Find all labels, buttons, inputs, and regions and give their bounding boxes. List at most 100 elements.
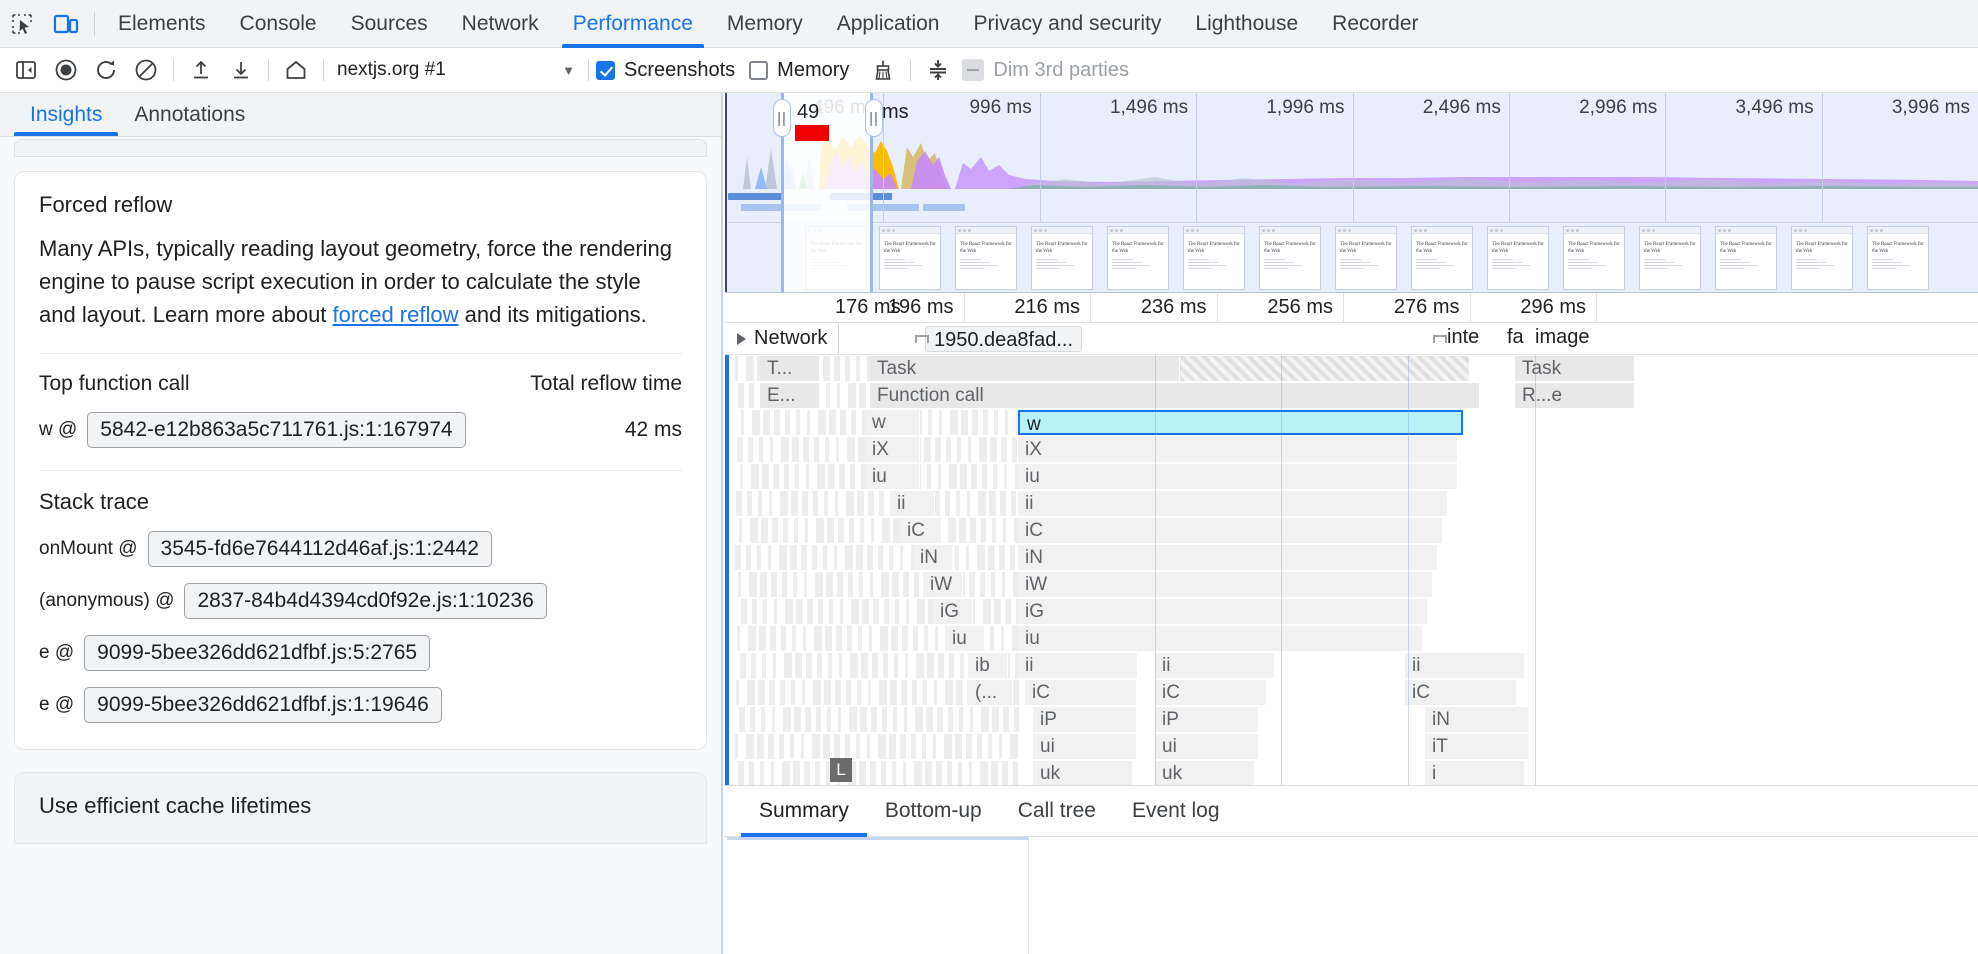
network-track-toggle[interactable]: Network bbox=[725, 327, 827, 350]
filmstrip-thumbnail[interactable]: The React Framework for the Web bbox=[955, 226, 1017, 290]
forced-reflow-link[interactable]: forced reflow bbox=[332, 302, 459, 327]
flame-box[interactable]: iP bbox=[1155, 707, 1259, 732]
flame-box[interactable]: iC bbox=[900, 518, 942, 543]
home-icon[interactable] bbox=[276, 50, 316, 90]
flame-box[interactable]: iN bbox=[1425, 707, 1529, 732]
tab-annotations[interactable]: Annotations bbox=[118, 93, 261, 136]
trace-select[interactable]: nextjs.org #1 ▼ bbox=[331, 55, 581, 85]
toggle-sidebar-icon[interactable] bbox=[6, 50, 46, 90]
flame-box[interactable]: Task bbox=[1515, 356, 1635, 381]
details-tab-call-tree[interactable]: Call tree bbox=[1000, 786, 1114, 837]
network-request-chip[interactable]: 1950.dea8fad... bbox=[925, 326, 1083, 352]
main-tab-console[interactable]: Console bbox=[223, 0, 334, 48]
filmstrip-thumbnail[interactable]: The React Framework for the Web bbox=[1107, 226, 1169, 290]
flame-box[interactable]: iC bbox=[1155, 680, 1267, 705]
network-request-right-1[interactable]: inte bbox=[1447, 326, 1480, 348]
flame-box[interactable]: w bbox=[865, 410, 920, 435]
save-profile-icon[interactable] bbox=[221, 50, 261, 90]
overview-selection-window[interactable] bbox=[781, 93, 873, 223]
load-profile-icon[interactable] bbox=[181, 50, 221, 90]
flame-box[interactable]: iX bbox=[865, 437, 920, 462]
main-tab-performance[interactable]: Performance bbox=[556, 0, 710, 48]
details-tab-event-log[interactable]: Event log bbox=[1114, 786, 1238, 837]
details-tab-summary[interactable]: Summary bbox=[741, 786, 867, 837]
record-icon[interactable] bbox=[46, 50, 86, 90]
network-request-right-2[interactable]: fa bbox=[1507, 326, 1524, 348]
flame-box[interactable]: w bbox=[1018, 410, 1463, 435]
clear-icon[interactable] bbox=[126, 50, 166, 90]
filmstrip-thumbnail[interactable]: The React Framework for the Web bbox=[1335, 226, 1397, 290]
main-tab-recorder[interactable]: Recorder bbox=[1315, 0, 1435, 48]
details-tab-bottom-up[interactable]: Bottom-up bbox=[867, 786, 1000, 837]
flame-box[interactable]: Task bbox=[870, 356, 1180, 381]
flame-box[interactable]: iN bbox=[1018, 545, 1438, 570]
dim-3rd-parties-toggle[interactable]: Dim 3rd parties bbox=[962, 59, 1129, 82]
top-function-call-location[interactable]: 5842-e12b863a5c711761.js:1:167974 bbox=[87, 412, 466, 448]
stack-frame-location[interactable]: 9099-5bee326dd621dfbf.js:5:2765 bbox=[84, 635, 431, 671]
filmstrip-thumbnail[interactable]: The React Framework for the Web bbox=[1715, 226, 1777, 290]
flame-box[interactable]: ui bbox=[1033, 734, 1137, 759]
lcp-marker[interactable]: L bbox=[830, 758, 852, 782]
flame-box[interactable]: ii bbox=[1018, 491, 1448, 516]
flame-box[interactable]: iT bbox=[1425, 734, 1529, 759]
flame-box[interactable]: iW bbox=[1018, 572, 1433, 597]
flame-box[interactable]: iG bbox=[1018, 599, 1428, 624]
stack-frame-location[interactable]: 3545-fd6e7644112d46af.js:1:2442 bbox=[147, 531, 492, 567]
device-toolbar-icon[interactable] bbox=[44, 2, 88, 46]
memory-checkbox[interactable]: Memory bbox=[749, 59, 849, 82]
flame-box[interactable]: E... bbox=[760, 383, 820, 408]
filmstrip-thumbnail[interactable]: The React Framework for the Web bbox=[1487, 226, 1549, 290]
main-tab-lighthouse[interactable]: Lighthouse bbox=[1178, 0, 1315, 48]
filmstrip-thumbnail[interactable]: The React Framework for the Web bbox=[1411, 226, 1473, 290]
flame-box[interactable]: iX bbox=[1018, 437, 1458, 462]
flame-box[interactable]: ii bbox=[1018, 653, 1138, 678]
filmstrip-thumbnail[interactable]: The React Framework for the Web bbox=[879, 226, 941, 290]
main-tab-application[interactable]: Application bbox=[820, 0, 957, 48]
filmstrip-thumbnail[interactable]: The React Framework for the Web bbox=[1791, 226, 1853, 290]
flame-box[interactable]: iW bbox=[923, 572, 963, 597]
timeline-overview[interactable]: 496 ms996 ms1,496 ms1,996 ms2,496 ms2,99… bbox=[725, 93, 1978, 223]
flame-box[interactable]: ib bbox=[968, 653, 1008, 678]
flame-box[interactable]: iC bbox=[1018, 518, 1443, 543]
filmstrip-thumbnail[interactable]: The React Framework for the Web bbox=[1867, 226, 1929, 290]
flame-box[interactable]: (... bbox=[968, 680, 1013, 705]
filmstrip-thumbnail[interactable]: The React Framework for the Web bbox=[1259, 226, 1321, 290]
broom-icon[interactable] bbox=[863, 50, 903, 90]
main-tab-privacy-and-security[interactable]: Privacy and security bbox=[956, 0, 1178, 48]
flame-box[interactable]: i bbox=[1425, 761, 1525, 785]
network-request-right-3[interactable]: image bbox=[1535, 326, 1590, 348]
flame-box[interactable]: iu bbox=[1018, 464, 1458, 489]
overview-window-left-handle[interactable]: || bbox=[773, 99, 791, 137]
flame-box[interactable]: iP bbox=[1033, 707, 1137, 732]
main-tab-memory[interactable]: Memory bbox=[710, 0, 820, 48]
flame-box[interactable]: uk bbox=[1155, 761, 1255, 785]
overview-window-right-handle[interactable]: || bbox=[865, 99, 883, 137]
flame-box[interactable]: R...e bbox=[1515, 383, 1635, 408]
screenshots-checkbox[interactable]: Screenshots bbox=[596, 59, 735, 82]
filmstrip-thumbnail[interactable]: The React Framework for the Web bbox=[1639, 226, 1701, 290]
flame-box[interactable]: Function call bbox=[870, 383, 1480, 408]
network-track[interactable]: Network 1950.dea8fad... inte fa image bbox=[725, 323, 1978, 355]
filmstrip-thumbnail[interactable]: The React Framework for the Web bbox=[1563, 226, 1625, 290]
flame-box[interactable]: ii bbox=[1155, 653, 1275, 678]
flame-box[interactable]: ii bbox=[890, 491, 935, 516]
flame-box[interactable]: iC bbox=[1025, 680, 1137, 705]
filmstrip-thumbnail[interactable]: The React Framework for the Web bbox=[1183, 226, 1245, 290]
reload-and-record-icon[interactable] bbox=[86, 50, 126, 90]
flame-box[interactable]: iC bbox=[1405, 680, 1517, 705]
flame-box[interactable]: iu bbox=[945, 626, 985, 651]
flame-box[interactable]: T... bbox=[760, 356, 820, 381]
flame-box[interactable]: iu bbox=[865, 464, 920, 489]
main-tab-network[interactable]: Network bbox=[445, 0, 556, 48]
flame-box[interactable]: uk bbox=[1033, 761, 1133, 785]
flame-box[interactable]: ii bbox=[1405, 653, 1525, 678]
filmstrip[interactable]: The React Framework for the Web The React… bbox=[725, 223, 1978, 293]
flame-box[interactable] bbox=[1180, 356, 1470, 381]
flame-box[interactable]: iG bbox=[933, 599, 973, 624]
inspect-element-icon[interactable] bbox=[0, 2, 44, 46]
filmstrip-thumbnail[interactable]: The React Framework for the Web bbox=[1031, 226, 1093, 290]
flame-box[interactable]: ui bbox=[1155, 734, 1259, 759]
flame-chart[interactable]: L T... Task Task E... Function call R...e w w iX… bbox=[725, 355, 1978, 785]
expand-collapse-icon[interactable] bbox=[918, 50, 958, 90]
stack-frame-location[interactable]: 9099-5bee326dd621dfbf.js:1:19646 bbox=[84, 687, 442, 723]
